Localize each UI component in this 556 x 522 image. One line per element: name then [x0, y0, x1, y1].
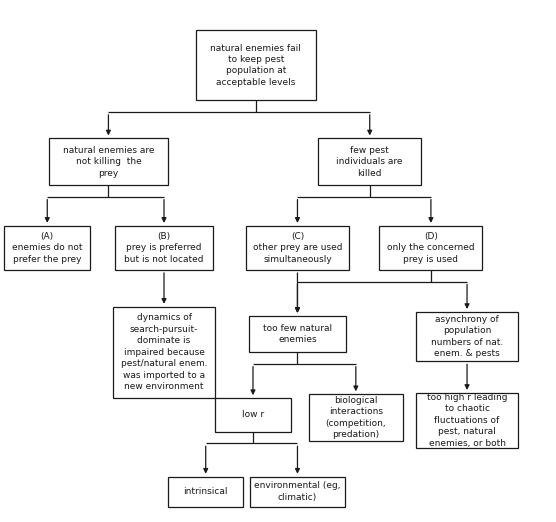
FancyBboxPatch shape: [309, 394, 403, 441]
FancyBboxPatch shape: [196, 30, 316, 101]
Text: natural enemies are
not killing  the
prey: natural enemies are not killing the prey: [63, 146, 154, 178]
FancyBboxPatch shape: [49, 138, 168, 185]
Text: asynchrony of
population
numbers of nat.
enem. & pests: asynchrony of population numbers of nat.…: [431, 315, 503, 359]
FancyBboxPatch shape: [415, 312, 518, 362]
FancyBboxPatch shape: [250, 477, 345, 507]
Text: (A)
enemies do not
prefer the prey: (A) enemies do not prefer the prey: [12, 232, 82, 264]
FancyBboxPatch shape: [249, 316, 346, 352]
Text: too high r leading
to chaotic
fluctuations of
pest, natural
enemies, or both: too high r leading to chaotic fluctuatio…: [427, 393, 507, 447]
FancyBboxPatch shape: [318, 138, 421, 185]
FancyBboxPatch shape: [415, 393, 518, 447]
Text: too few natural
enemies: too few natural enemies: [263, 324, 332, 345]
Text: intrinsical: intrinsical: [183, 487, 228, 496]
Text: natural enemies fail
to keep pest
population at
acceptable levels: natural enemies fail to keep pest popula…: [210, 43, 301, 87]
FancyBboxPatch shape: [112, 307, 216, 398]
Text: environmental (eg,
climatic): environmental (eg, climatic): [254, 481, 341, 502]
Text: (C)
other prey are used
simultaneously: (C) other prey are used simultaneously: [253, 232, 342, 264]
Text: (B)
prey is preferred
but is not located: (B) prey is preferred but is not located: [125, 232, 203, 264]
Text: low r: low r: [242, 410, 264, 420]
FancyBboxPatch shape: [216, 398, 290, 432]
FancyBboxPatch shape: [168, 477, 244, 507]
Text: biological
interactions
(competition,
predation): biological interactions (competition, pr…: [325, 396, 386, 440]
FancyBboxPatch shape: [379, 226, 483, 270]
FancyBboxPatch shape: [246, 226, 349, 270]
Text: (D)
only the concerned
prey is used: (D) only the concerned prey is used: [387, 232, 475, 264]
FancyBboxPatch shape: [116, 226, 212, 270]
Text: dynamics of
search-pursuit-
dominate is
impaired because
pest/natural enem.
was : dynamics of search-pursuit- dominate is …: [121, 314, 207, 391]
Text: few pest
individuals are
killed: few pest individuals are killed: [336, 146, 403, 178]
FancyBboxPatch shape: [4, 226, 91, 270]
